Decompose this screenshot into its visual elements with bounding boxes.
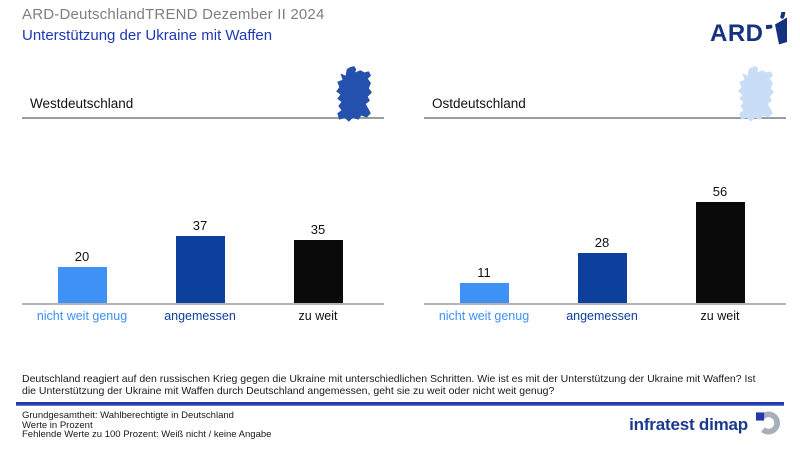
bar-value-label: 20 [74, 249, 90, 264]
bar [695, 202, 745, 303]
bar [57, 267, 107, 303]
panel-ostdeutschland: Ostdeutschland 11 28 56 nicht weit genug an… [424, 66, 786, 336]
footnote-line: Werte in Prozent [22, 419, 93, 431]
bar-group: 11 [425, 265, 543, 303]
page-title: ARD-DeutschlandTREND Dezember II 2024 [22, 6, 325, 23]
bar [577, 252, 627, 303]
bar [459, 283, 509, 303]
bar-value-label: 35 [310, 222, 326, 237]
bar-value-label: 37 [192, 218, 208, 234]
footnote-line: Fehlende Werte zu 100 Prozent: Weiß nich… [22, 429, 272, 441]
survey-question-text: Deutschland reagiert auf den russischen … [22, 373, 756, 397]
bar-group: 28 [543, 235, 661, 303]
infratest-dimap-logo-text: infratest dimap [629, 415, 748, 434]
x-axis-line [424, 303, 786, 305]
bar-group: 37 [141, 218, 259, 303]
category-label: nicht weit genug [36, 309, 128, 323]
chart-title: Unterstützung der Ukraine mit Waffen [22, 27, 273, 44]
category-label: zu weit [700, 309, 740, 323]
panel-title-west: Westdeutschland [30, 96, 134, 111]
footnotes: Grundgesamtheit: Wahlberechtigte in Deut… [22, 411, 271, 440]
infratest-dimap-mark-icon [755, 410, 780, 440]
germany-map-west-highlight-icon [332, 66, 374, 123]
ard-logo-text: ARD [710, 19, 764, 47]
bar-chart-ost: 11 28 56 [424, 66, 786, 305]
bar-group: 56 [661, 184, 779, 303]
category-label: zu weit [298, 309, 338, 323]
ard-one-circle-icon [749, 0, 800, 55]
category-label: angemessen [566, 309, 638, 323]
category-label: nicht weit genug [438, 309, 530, 323]
bar [293, 240, 343, 303]
panel-divider-line [22, 117, 384, 119]
bar-chart-west: 20 37 35 [22, 66, 384, 305]
panel-divider-line [424, 117, 786, 119]
category-label: angemessen [164, 309, 236, 323]
bar-value-label: 28 [594, 234, 610, 250]
footnote-line: Grundgesamtheit: Wahlberechtigte in Deut… [22, 410, 234, 421]
infratest-dimap-logo: infratest dimap [629, 410, 780, 440]
bar-value-label: 11 [477, 265, 491, 281]
bar-group: 20 [23, 249, 141, 303]
x-axis-line [22, 303, 384, 305]
footer-divider-line [16, 402, 784, 406]
bar-value-label: 56 [712, 184, 728, 200]
panel-title-ost: Ostdeutschland [432, 96, 526, 111]
germany-map-east-highlight-icon [734, 66, 776, 123]
ard-logo: ARD [710, 0, 800, 55]
bar [175, 236, 225, 303]
panel-westdeutschland: Westdeutschland 20 37 35 nicht weit genug a… [22, 66, 384, 336]
bar-group: 35 [259, 222, 377, 303]
